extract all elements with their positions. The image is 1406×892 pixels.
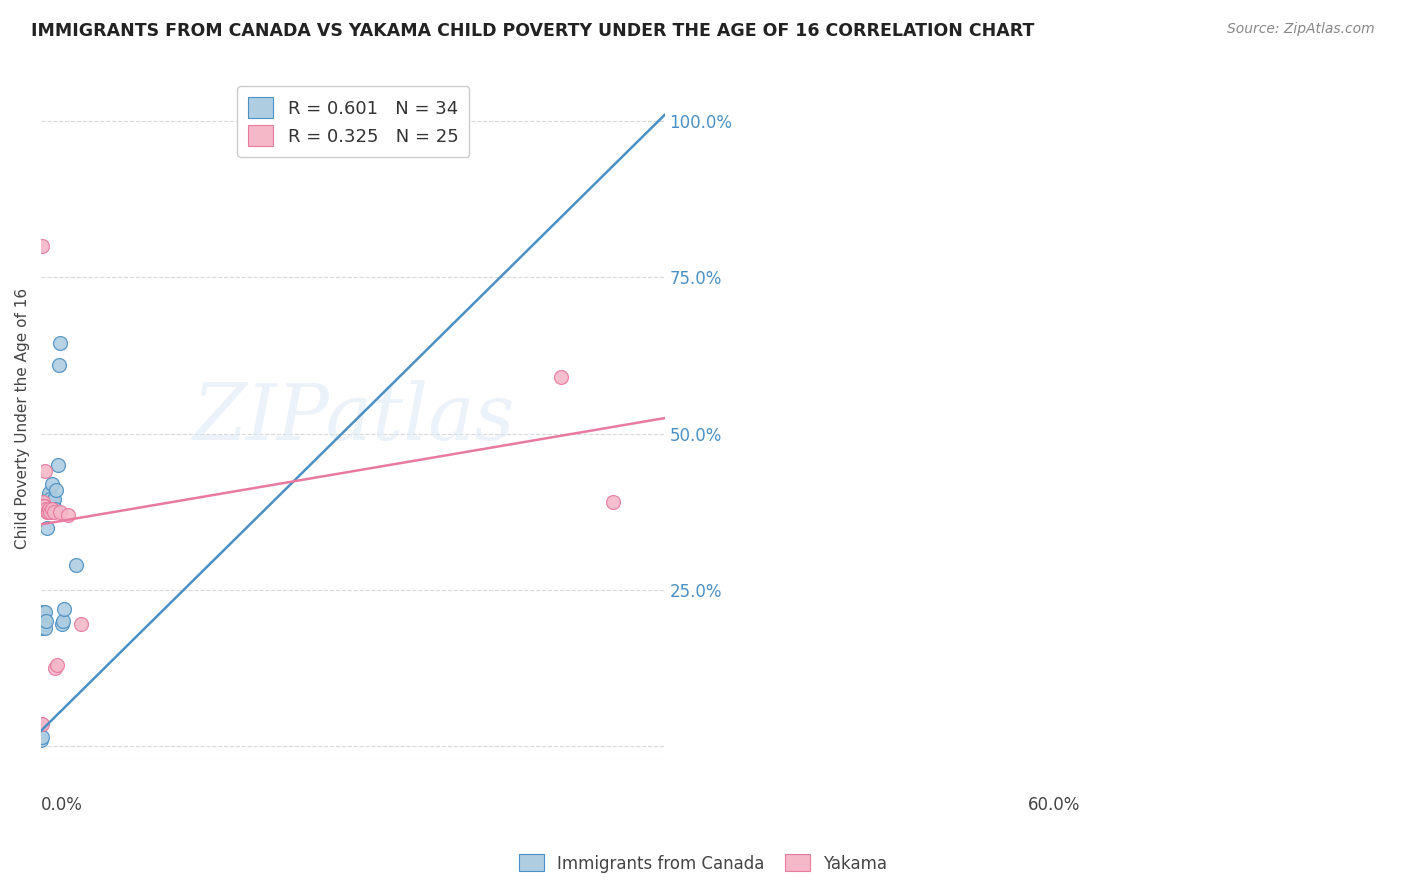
Point <box>32 605 55 619</box>
Point <box>44 501 66 516</box>
Text: 0.0%: 0.0% <box>41 797 83 814</box>
Point <box>34 620 56 634</box>
Point <box>45 483 67 497</box>
Point <box>65 558 87 572</box>
Point <box>38 486 60 500</box>
Point <box>45 658 67 673</box>
Point <box>37 520 59 534</box>
Point <box>42 492 65 507</box>
Point <box>48 358 70 372</box>
Point <box>550 370 572 384</box>
Point <box>52 601 75 615</box>
Point <box>31 730 53 744</box>
Point <box>34 464 56 478</box>
Point <box>31 620 53 634</box>
Point <box>52 614 75 628</box>
Point <box>32 607 55 622</box>
Text: 60.0%: 60.0% <box>1028 797 1080 814</box>
Legend: Immigrants from Canada, Yakama: Immigrants from Canada, Yakama <box>512 847 894 880</box>
Point <box>32 617 55 632</box>
Text: Source: ZipAtlas.com: Source: ZipAtlas.com <box>1227 22 1375 37</box>
Y-axis label: Child Poverty Under the Age of 16: Child Poverty Under the Age of 16 <box>15 287 30 549</box>
Point <box>46 458 69 472</box>
Point <box>32 614 55 628</box>
Point <box>34 605 56 619</box>
Text: ZIPatlas: ZIPatlas <box>191 380 515 457</box>
Point <box>31 717 53 731</box>
Point <box>32 495 55 509</box>
Point <box>32 611 55 625</box>
Point <box>399 120 422 135</box>
Point <box>35 614 58 628</box>
Point <box>602 495 624 509</box>
Point <box>69 617 91 632</box>
Point <box>373 120 395 135</box>
Point <box>32 499 55 513</box>
Point <box>37 495 59 509</box>
Point <box>51 617 73 632</box>
Point <box>39 505 62 519</box>
Point <box>37 492 59 507</box>
Point <box>44 661 66 675</box>
Point <box>42 505 65 519</box>
Point <box>30 717 52 731</box>
Point <box>388 120 411 135</box>
Point <box>37 505 59 519</box>
Point <box>49 505 72 519</box>
Legend: R = 0.601   N = 34, R = 0.325   N = 25: R = 0.601 N = 34, R = 0.325 N = 25 <box>238 87 470 157</box>
Point <box>32 614 55 628</box>
Point <box>39 492 62 507</box>
Point <box>38 501 60 516</box>
Point <box>41 501 63 516</box>
Text: IMMIGRANTS FROM CANADA VS YAKAMA CHILD POVERTY UNDER THE AGE OF 16 CORRELATION C: IMMIGRANTS FROM CANADA VS YAKAMA CHILD P… <box>31 22 1035 40</box>
Point <box>30 733 52 747</box>
Point <box>32 499 55 513</box>
Point <box>35 501 58 516</box>
Point <box>38 489 60 503</box>
Point <box>41 501 63 516</box>
Point <box>37 505 59 519</box>
Point <box>38 492 60 507</box>
Point <box>32 499 55 513</box>
Point <box>41 495 63 509</box>
Point <box>41 476 63 491</box>
Point <box>35 501 58 516</box>
Point <box>56 508 79 522</box>
Point <box>31 239 53 253</box>
Point <box>32 499 55 513</box>
Point <box>49 336 72 351</box>
